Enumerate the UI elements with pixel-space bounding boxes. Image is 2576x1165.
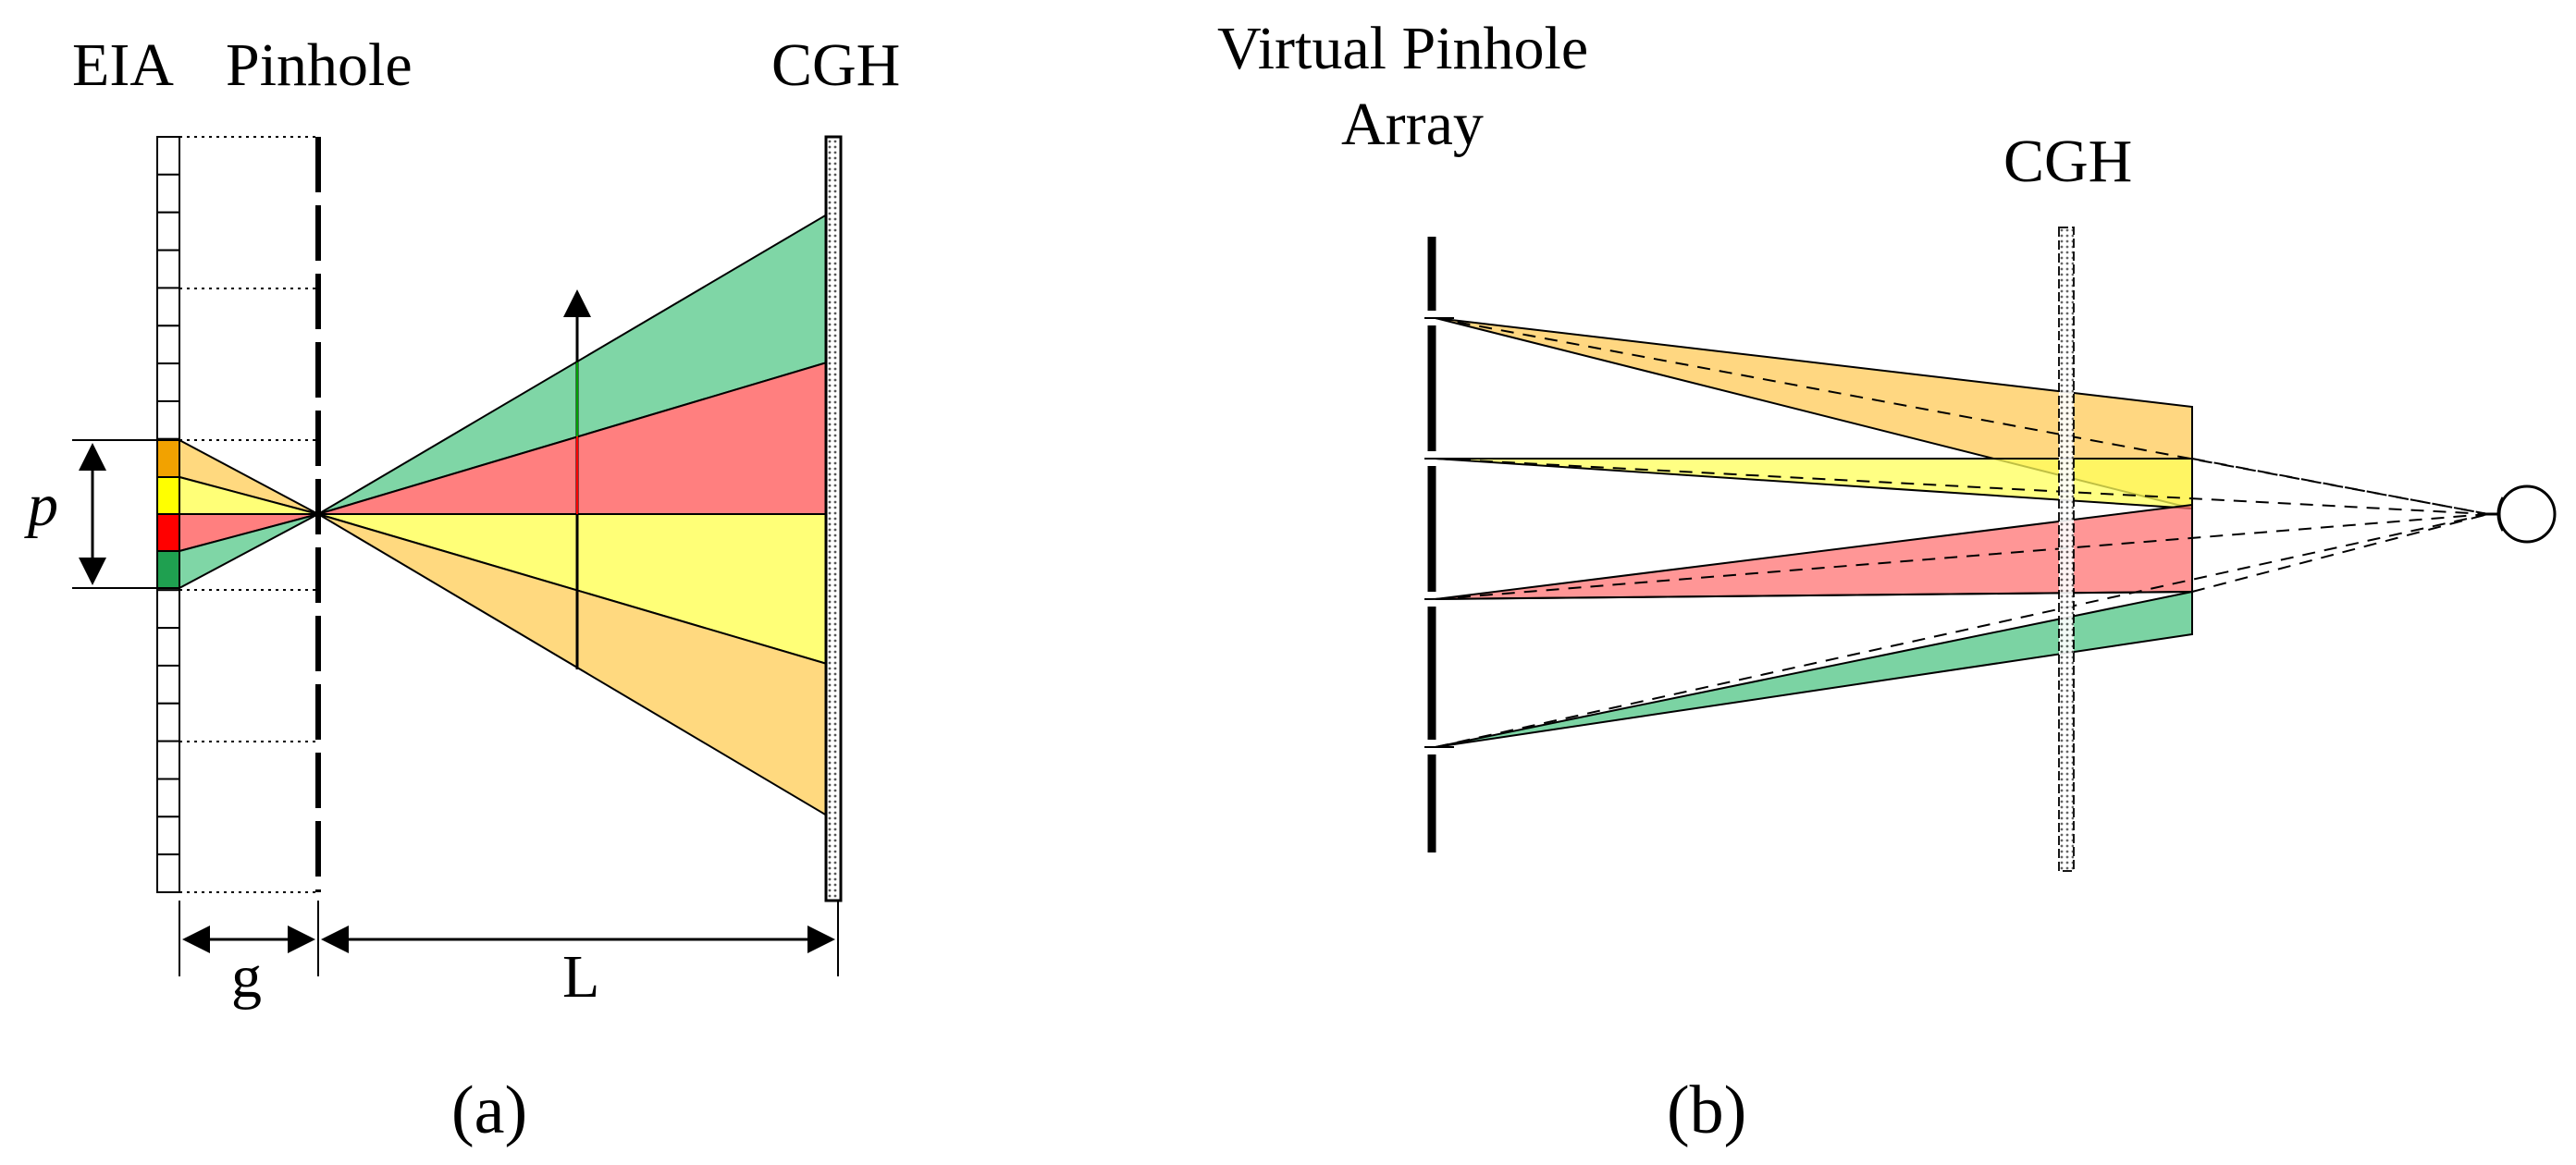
caption-b: (b)	[1667, 1073, 1746, 1148]
caption-a: (a)	[451, 1073, 527, 1148]
cgh-label-b: CGH	[2003, 128, 2132, 195]
beam-green	[1435, 590, 2193, 748]
eia-pixel-yellow	[156, 476, 180, 515]
beam-red	[1435, 503, 2193, 600]
eia-cell	[156, 664, 180, 705]
eia-cell	[156, 778, 180, 818]
eye-icon	[2484, 484, 2557, 544]
eia-cell	[156, 702, 180, 742]
distance-label: L	[562, 943, 599, 1011]
virtual-pinhole-array-label-line1: Virtual Pinhole	[1217, 15, 1588, 82]
eia-cell	[156, 362, 180, 403]
cgh-label-a: CGH	[771, 31, 900, 99]
eia-pixel-green	[156, 550, 180, 589]
eia-cell	[156, 589, 180, 630]
eia-label: EIA	[72, 31, 174, 99]
eia-cell	[156, 399, 180, 440]
pitch-label: p	[24, 472, 58, 539]
cone-small-green	[179, 513, 319, 590]
eia-cell	[156, 249, 180, 289]
gap-label: g	[231, 943, 262, 1011]
cgh-plate-a	[824, 135, 843, 902]
eia-cell	[156, 740, 180, 780]
eia-cell	[156, 287, 180, 327]
eia-cell	[156, 627, 180, 667]
cgh-plate-b	[2058, 227, 2075, 872]
dotted-guide-lines	[179, 136, 318, 893]
eia-cell	[156, 853, 180, 893]
eia-cell	[156, 211, 180, 251]
panel-a: EIA Pinhole CGH	[24, 31, 900, 1148]
pinhole-label: Pinhole	[226, 31, 413, 99]
eia-cell	[156, 173, 180, 214]
eia-cell	[156, 136, 180, 176]
eia-cell	[156, 325, 180, 365]
virtual-pinhole-array-label-line2: Array	[1341, 91, 1484, 158]
eye-dashed-rays	[1435, 317, 2489, 748]
panel-b: Virtual Pinhole Array CGH	[1217, 15, 2557, 1148]
eia-pixel-orange	[156, 439, 180, 478]
eia-pixel-red	[156, 513, 180, 552]
eia-cell	[156, 816, 180, 856]
beam-yellow	[1435, 458, 2193, 510]
